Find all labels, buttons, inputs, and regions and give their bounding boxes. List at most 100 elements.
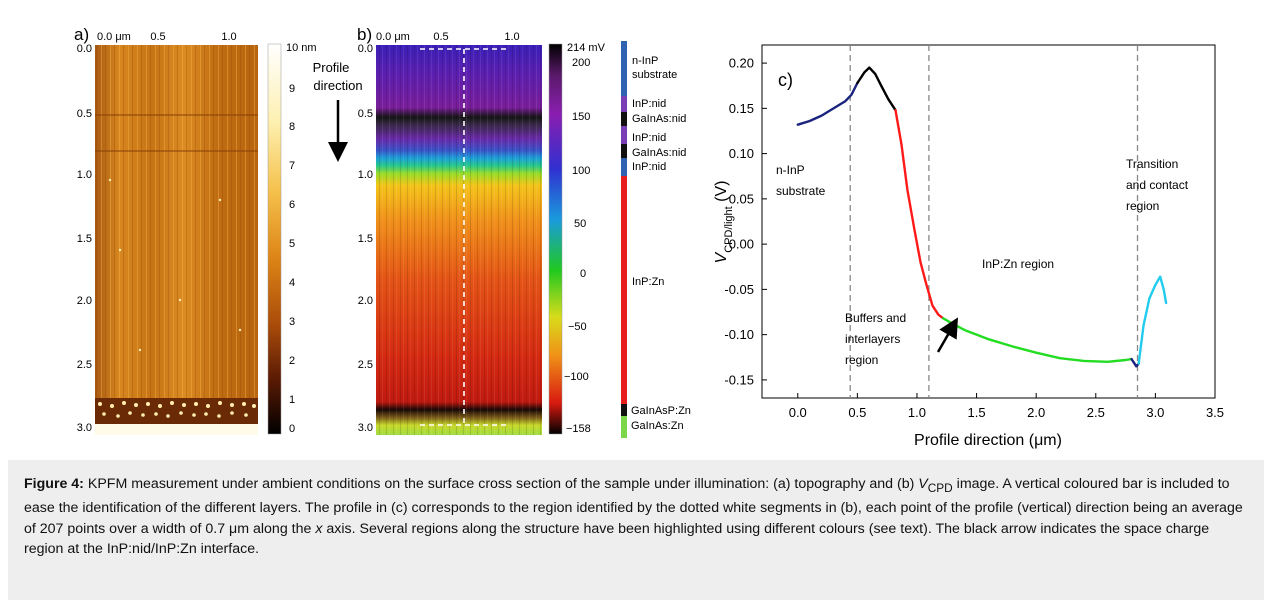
annotation-buffers: Buffers and (845, 311, 906, 325)
colorbar-a-tick: 8 (289, 121, 295, 133)
colorbar-b-tick: 50 (574, 218, 586, 230)
annotation-transition: Transition (1126, 157, 1178, 171)
y-tick-label: 0.00 (729, 237, 754, 252)
x-tick-label: 0.0 (789, 405, 807, 420)
region-dividers (849, 45, 1139, 398)
figure-4: a) 0.0 μm 0.5 1.0 0.0 0.5 1.0 1.5 2.0 2.… (74, 25, 1224, 449)
y-axis-label: VCPD/light (V) (713, 181, 735, 264)
panel-a-ytick: 1.0 (77, 169, 92, 181)
panel-b-xtick: 0.0 μm (376, 31, 410, 43)
profile-series (796, 66, 1168, 368)
colorbar-a-tick: 3 (289, 316, 295, 328)
y-axis-ticks: 0.20 0.15 0.10 0.05 0.00 -0.05 -0.10 -0.15 (724, 56, 767, 387)
colorbar-b-tick: 150 (572, 111, 590, 123)
series-line (796, 81, 859, 126)
annotation-n-inp: n-InP (776, 163, 805, 177)
x-tick-label: 3.5 (1206, 405, 1224, 420)
caption-x: x (315, 520, 323, 537)
vcpd-texture (376, 45, 542, 435)
caption-cpd: CPD (927, 480, 953, 495)
layer-label: InP:nid (632, 98, 666, 110)
panel-a-label: a) (74, 25, 89, 44)
colorbar-b-tick: 100 (572, 165, 590, 177)
vcpd-colorbar (548, 43, 563, 435)
series-line (856, 66, 897, 112)
caption-text: axis. Several regions along the structur… (24, 520, 1210, 558)
caption-v: V (918, 476, 928, 492)
annotation-transition: region (1126, 199, 1159, 213)
plot-frame (761, 44, 1216, 399)
topography-texture (95, 45, 258, 435)
figure-caption: Figure 4: KPFM measurement under ambient… (8, 460, 1264, 600)
layer-bar-segment (621, 176, 627, 404)
panel-a-xtick: 1.0 (221, 31, 236, 43)
panel-b-ytick: 1.0 (358, 169, 373, 181)
x-tick-label: 2.5 (1087, 405, 1105, 420)
panel-b-ytick: 0.0 (358, 43, 373, 55)
layer-bar-segment (621, 158, 627, 176)
layer-label: GaInAsP:Zn (631, 405, 691, 417)
colorbar-b-tick: −158 (566, 423, 591, 435)
series-line (942, 317, 1133, 363)
layer-label: substrate (632, 69, 677, 81)
panel-a-ytick: 3.0 (77, 422, 92, 434)
panel-a-ytick: 0.0 (77, 43, 92, 55)
panel-b-label: b) (357, 25, 372, 44)
y-tick-label: -0.05 (724, 282, 754, 297)
topography-dots (98, 178, 256, 418)
layer-label: GaInAs:nid (632, 147, 686, 159)
colorbar-a-tick: 10 nm (286, 42, 317, 54)
panel-c: c) 0.0 0.5 1.0 1.5 2.0 2.5 3.0 3.5 0.20 0.15 0.10… (713, 44, 1224, 449)
colorbar-a-tick: 0 (289, 423, 295, 435)
colorbar-b-tick: −100 (564, 371, 589, 383)
layer-label: InP:nid (632, 161, 666, 173)
topography-colorbar (267, 43, 282, 435)
y-tick-label: 0.20 (729, 56, 754, 71)
x-tick-label: 3.0 (1146, 405, 1164, 420)
profile-direction-label: direction (313, 78, 362, 93)
layer-bar-segment (621, 112, 627, 126)
colorbar-b-tick: 214 mV (567, 42, 606, 54)
profile-direction-label: Profile (313, 60, 350, 75)
layer-label: InP:nid (632, 132, 666, 144)
colorbar-a-tick: 5 (289, 238, 295, 250)
topography-bottom-bright (95, 424, 258, 435)
caption-text: KPFM measurement under ambient condition… (83, 476, 919, 492)
x-tick-label: 1.5 (968, 405, 986, 420)
colorbar-a-tick: 6 (289, 199, 295, 211)
annotation-transition: and contact (1126, 178, 1189, 192)
panel-b-xtick: 1.0 (504, 31, 519, 43)
caption-text: image. A vertical coloured bar is includ… (24, 476, 1243, 537)
colorbar-a-tick: 1 (289, 394, 295, 406)
x-axis-ticks: 0.0 0.5 1.0 1.5 2.0 2.5 3.0 3.5 (789, 393, 1224, 420)
colorbar-a-tick: 9 (289, 83, 295, 95)
x-tick-label: 2.0 (1027, 405, 1045, 420)
layer-bar-segment (621, 126, 627, 144)
panel-a-ytick: 2.0 (77, 295, 92, 307)
colorbar-b-tick: −50 (568, 321, 587, 333)
colorbar-a-tick: 7 (289, 160, 295, 172)
panel-a-ytick: 1.5 (77, 233, 92, 245)
panel-a-ytick: 2.5 (77, 359, 92, 371)
y-tick-label: 0.05 (729, 191, 754, 206)
colorbar-b-tick: 200 (572, 57, 590, 69)
y-tick-label: -0.15 (724, 372, 754, 387)
panel-a: a) 0.0 μm 0.5 1.0 0.0 0.5 1.0 1.5 2.0 2.… (74, 25, 363, 435)
y-tick-label: 0.10 (729, 146, 754, 161)
layer-label: n-InP (632, 55, 658, 67)
layer-label: GaInAs:Zn (631, 420, 684, 432)
colorbar-b-tick: 0 (580, 268, 586, 280)
annotation-buffers: region (845, 353, 878, 367)
y-tick-label: -0.10 (724, 327, 754, 342)
annotation-buffers: interlayers (845, 332, 900, 346)
annotation-inpzn: InP:Zn region (982, 257, 1054, 271)
series-line (1137, 275, 1168, 365)
series-line (1130, 357, 1140, 368)
series-line (894, 108, 945, 320)
panel-b-ytick: 1.5 (358, 233, 373, 245)
layer-bar-segment (621, 41, 627, 96)
y-tick-label: 0.15 (729, 101, 754, 116)
profile-region-marker (420, 48, 510, 426)
x-tick-label: 0.5 (848, 405, 866, 420)
panel-a-xtick: 0.5 (150, 31, 165, 43)
